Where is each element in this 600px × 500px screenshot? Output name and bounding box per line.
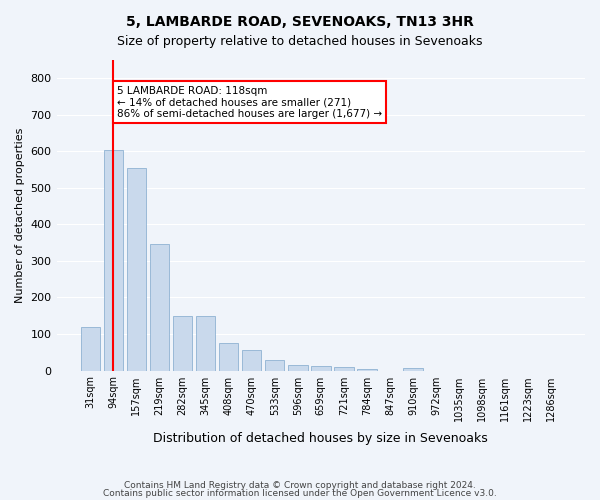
X-axis label: Distribution of detached houses by size in Sevenoaks: Distribution of detached houses by size … xyxy=(154,432,488,445)
Text: Contains HM Land Registry data © Crown copyright and database right 2024.: Contains HM Land Registry data © Crown c… xyxy=(124,481,476,490)
Bar xyxy=(149,244,169,370)
Bar xyxy=(288,365,308,370)
Bar xyxy=(80,326,100,370)
Y-axis label: Number of detached properties: Number of detached properties xyxy=(15,128,25,303)
Bar xyxy=(403,368,423,370)
Text: Size of property relative to detached houses in Sevenoaks: Size of property relative to detached ho… xyxy=(117,35,483,48)
Text: 5, LAMBARDE ROAD, SEVENOAKS, TN13 3HR: 5, LAMBARDE ROAD, SEVENOAKS, TN13 3HR xyxy=(126,15,474,29)
Bar xyxy=(104,150,123,370)
Bar xyxy=(311,366,331,370)
Bar xyxy=(334,367,353,370)
Bar xyxy=(127,168,146,370)
Bar xyxy=(196,316,215,370)
Bar xyxy=(265,360,284,370)
Bar xyxy=(219,343,238,370)
Bar xyxy=(173,316,193,370)
Text: Contains public sector information licensed under the Open Government Licence v3: Contains public sector information licen… xyxy=(103,488,497,498)
Text: 5 LAMBARDE ROAD: 118sqm
← 14% of detached houses are smaller (271)
86% of semi-d: 5 LAMBARDE ROAD: 118sqm ← 14% of detache… xyxy=(117,86,382,119)
Bar xyxy=(357,368,377,370)
Bar xyxy=(242,350,262,370)
